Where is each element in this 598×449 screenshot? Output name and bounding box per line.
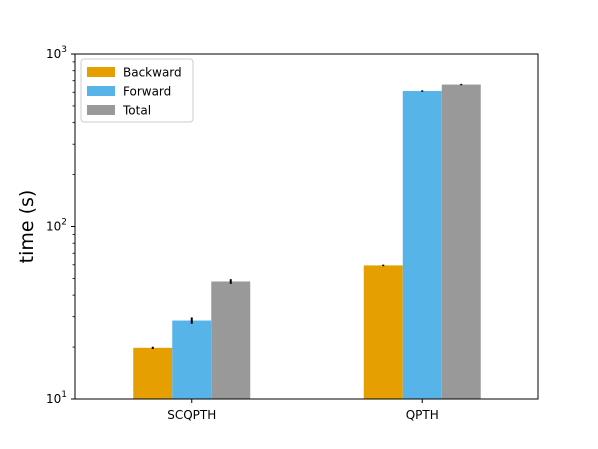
plot-area-frame <box>74 53 539 400</box>
bar-total-scqpth <box>211 281 251 399</box>
bar-backward-qpth <box>363 265 403 399</box>
legend-label-backward: Backward <box>123 66 182 80</box>
y-tick-label: 101 <box>46 390 67 406</box>
legend-swatch-backward <box>87 67 115 77</box>
bars-layer: SCQPTH QPTH <box>133 83 481 422</box>
bar-forward-scqpth <box>172 320 212 399</box>
y-tick-label: 102 <box>46 218 67 234</box>
bar-forward-qpth <box>402 91 442 399</box>
bar-total-qpth <box>441 84 481 399</box>
legend-swatch-total <box>87 105 115 115</box>
y-axis-label: time (s) <box>16 190 38 264</box>
legend: Backward Forward Total <box>80 58 194 123</box>
major-ticks-layer: 101 102 103 <box>46 45 75 406</box>
legend-label-total: Total <box>122 104 151 118</box>
x-tick-label-scqpth: SCQPTH <box>167 408 216 422</box>
legend-swatch-forward <box>87 86 115 96</box>
bar-backward-scqpth <box>133 347 173 399</box>
y-tick-label: 103 <box>46 45 67 61</box>
legend-label-forward: Forward <box>123 85 171 99</box>
x-tick-label-qpth: QPTH <box>406 408 439 422</box>
